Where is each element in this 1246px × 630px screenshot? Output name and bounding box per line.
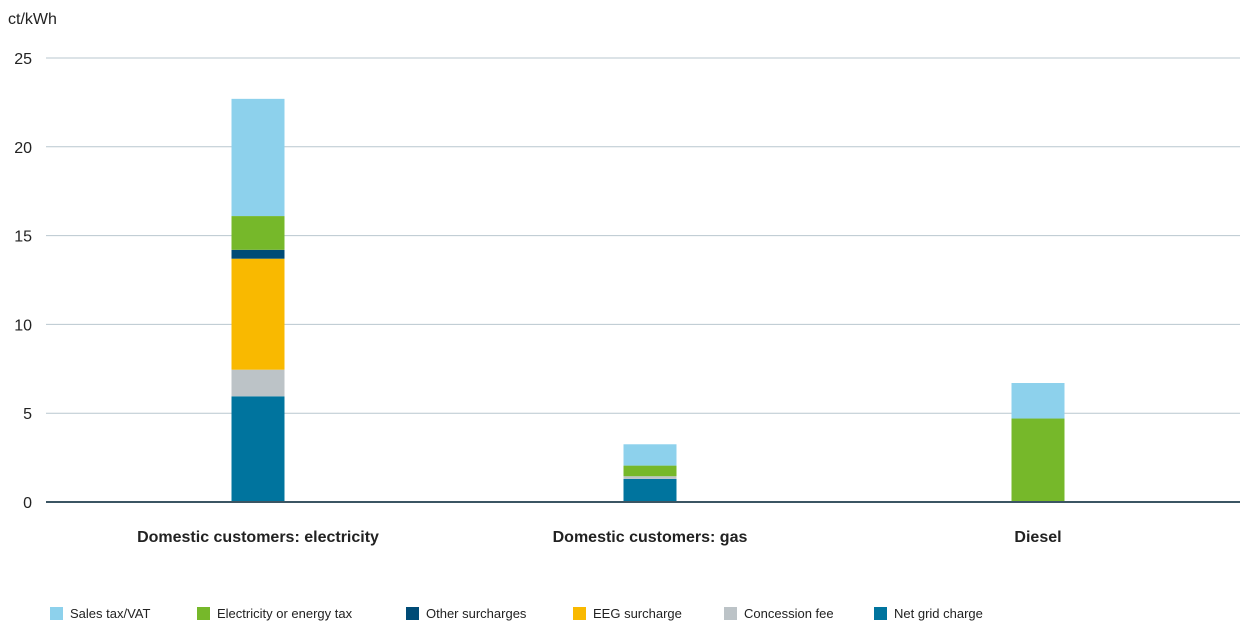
- x-category-label: Diesel: [1014, 529, 1061, 546]
- bar-segment-domestic-customers-electricity-other-surcharges: [231, 249, 285, 259]
- legend-label: Net grid charge: [894, 606, 983, 621]
- bar-segment-diesel-sales-tax-vat: [1011, 383, 1065, 419]
- legend-swatch: [573, 607, 586, 620]
- y-tick-label: 10: [14, 317, 32, 334]
- legend-label: Other surcharges: [426, 606, 527, 621]
- legend-label: Sales tax/VAT: [70, 606, 150, 621]
- bar-segment-domestic-customers-gas-electricity-or-energy-tax: [623, 465, 677, 477]
- bar-segment-domestic-customers-electricity-eeg-surcharge: [231, 258, 285, 370]
- legend: Sales tax/VAT Electricity or energy tax Ot…: [50, 606, 983, 621]
- x-category-label: Domestic customers: gas: [553, 529, 748, 546]
- bar-segment-domestic-customers-gas-sales-tax-vat: [623, 444, 677, 466]
- legend-item-eeg-surcharge: EEG surcharge: [573, 606, 682, 621]
- x-category-label: Domestic customers: electricity: [137, 529, 379, 546]
- x-axis-category-labels: Domestic customers: electricity Domestic …: [137, 529, 1062, 546]
- legend-item-sales-tax-vat: Sales tax/VAT: [50, 606, 150, 621]
- bar-segment-domestic-customers-electricity-electricity-or-energy-tax: [231, 216, 285, 250]
- y-tick-label: 5: [23, 406, 32, 423]
- y-axis-ticks: 0 5 10 15 20 25: [14, 51, 32, 512]
- y-tick-label: 15: [14, 229, 32, 246]
- legend-swatch: [874, 607, 887, 620]
- legend-label: EEG surcharge: [593, 606, 682, 621]
- y-tick-label: 25: [14, 51, 32, 68]
- bar-segment-domestic-customers-electricity-concession-fee: [231, 369, 285, 397]
- legend-item-concession-fee: Concession fee: [724, 606, 834, 621]
- legend-swatch: [406, 607, 419, 620]
- legend-label: Electricity or energy tax: [217, 606, 353, 621]
- legend-label: Concession fee: [744, 606, 834, 621]
- legend-swatch: [50, 607, 63, 620]
- legend-item-net-grid-charge: Net grid charge: [874, 606, 983, 621]
- bar-segment-diesel-electricity-or-energy-tax: [1011, 418, 1065, 502]
- bars: [231, 98, 1065, 502]
- bar-segment-domestic-customers-electricity-net-grid-charge: [231, 396, 285, 502]
- gridlines: [46, 57, 1240, 414]
- bar-segment-domestic-customers-gas-net-grid-charge: [623, 478, 677, 502]
- y-tick-label: 0: [23, 495, 32, 512]
- y-tick-label: 20: [14, 140, 32, 157]
- legend-item-electricity-or-energy-tax: Electricity or energy tax: [197, 606, 353, 621]
- bar-segment-domestic-customers-gas-concession-fee: [623, 476, 677, 479]
- bar-segment-domestic-customers-electricity-sales-tax-vat: [231, 98, 285, 217]
- legend-swatch: [724, 607, 737, 620]
- y-axis-unit-label: ct/kWh: [8, 11, 57, 28]
- legend-item-other-surcharges: Other surcharges: [406, 606, 527, 621]
- legend-swatch: [197, 607, 210, 620]
